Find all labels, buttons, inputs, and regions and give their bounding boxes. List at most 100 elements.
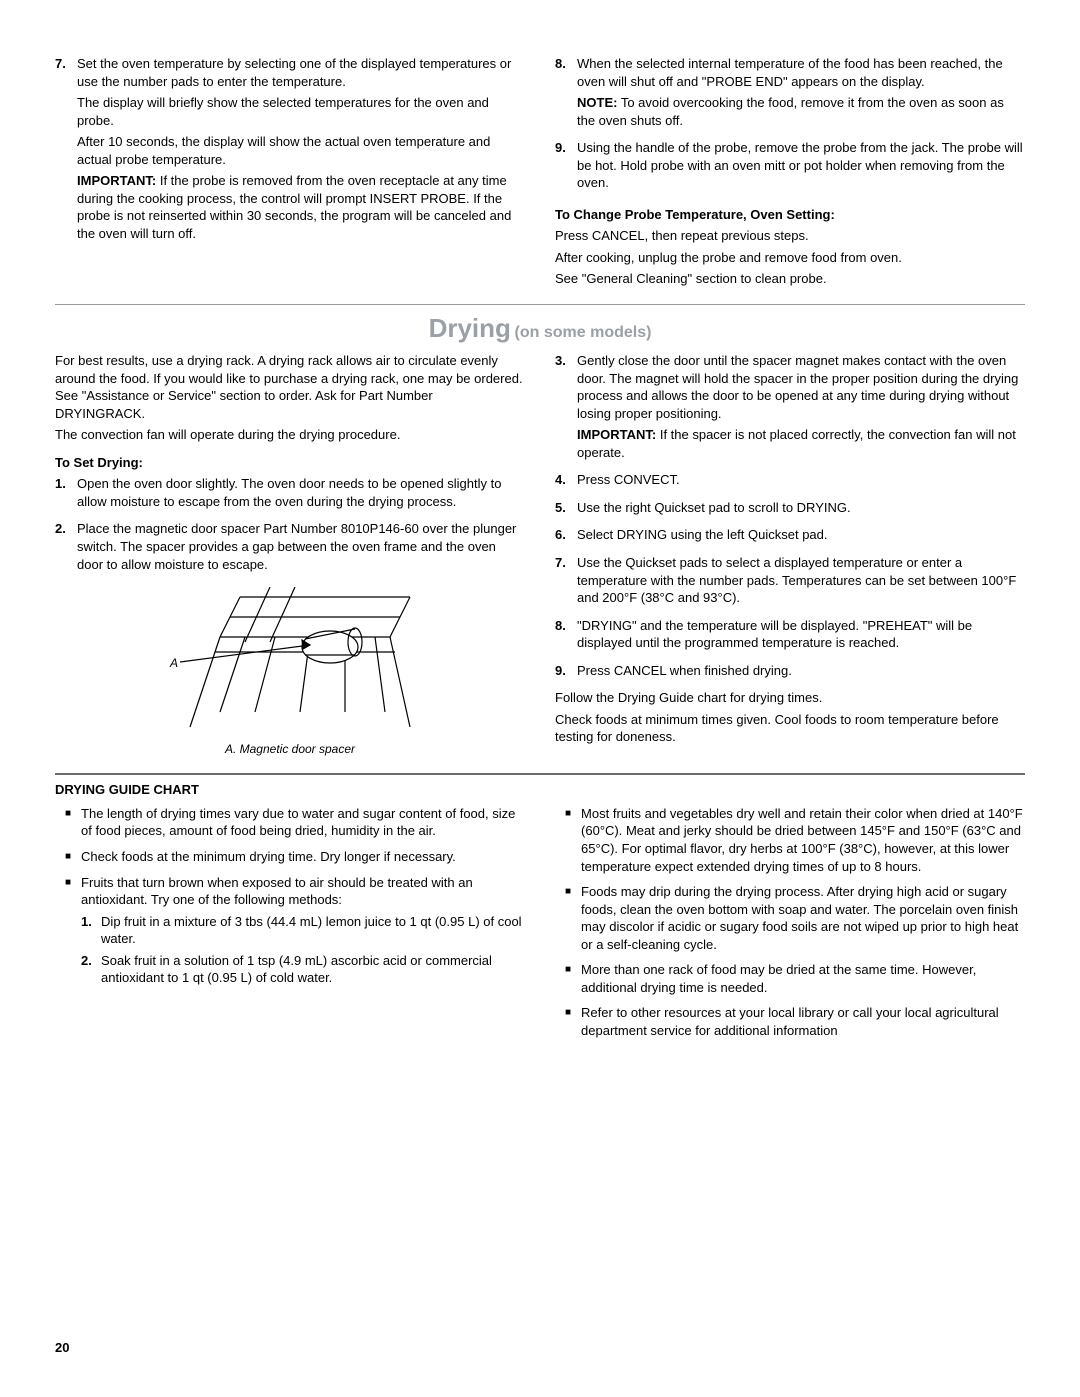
step-num: 4. [555, 471, 577, 493]
chart-title: DRYING GUIDE CHART [55, 781, 1025, 799]
drying-step-3: 3. Gently close the door until the space… [555, 352, 1025, 465]
section-divider [55, 304, 1025, 305]
step-content: Use the right Quickset pad to scroll to … [577, 499, 1025, 521]
spacer-diagram-svg: A [160, 587, 420, 737]
drying-right-steps: 3. Gently close the door until the space… [555, 352, 1025, 683]
important-label: IMPORTANT: [77, 173, 156, 188]
chart-left-list: The length of drying times vary due to w… [55, 805, 525, 991]
step-content: Gently close the door until the spacer m… [577, 352, 1025, 465]
p: Press CANCEL when finished drying. [577, 662, 1025, 680]
step-num: 9. [555, 662, 577, 684]
t: Soak fruit in a solution of 1 tsp (4.9 m… [101, 952, 525, 987]
bullet: The length of drying times vary due to w… [55, 805, 525, 840]
top-section: 7. Set the oven temperature by selecting… [55, 55, 1025, 292]
top-right-col: 8. When the selected internal temperatur… [555, 55, 1025, 292]
chart-right-col: Most fruits and vegetables dry well and … [555, 805, 1025, 1048]
fig-label-a: A [169, 656, 178, 670]
p: Use the Quickset pads to select a displa… [577, 554, 1025, 607]
bullet-text: More than one rack of food may be dried … [581, 961, 1025, 996]
top-left-col: 7. Set the oven temperature by selecting… [55, 55, 525, 292]
step-num: 9. [555, 139, 577, 196]
drying-step-2: 2. Place the magnetic door spacer Part N… [55, 520, 525, 577]
n: 2. [81, 952, 101, 987]
step-num: 5. [555, 499, 577, 521]
step-content: Use the Quickset pads to select a displa… [577, 554, 1025, 611]
p: "DRYING" and the temperature will be dis… [577, 617, 1025, 652]
spacer-figure: A A. Magnetic door spacer [55, 587, 525, 757]
top-right-list: 8. When the selected internal temperatur… [555, 55, 1025, 196]
p: After 10 seconds, the display will show … [77, 133, 525, 168]
bullet: Check foods at the minimum drying time. … [55, 848, 525, 866]
chart-left-col: The length of drying times vary due to w… [55, 805, 525, 1048]
step-content: Place the magnetic door spacer Part Numb… [77, 520, 525, 577]
p: Follow the Drying Guide chart for drying… [555, 689, 1025, 707]
important-label: IMPORTANT: [577, 427, 656, 442]
drying-guide-chart-head: DRYING GUIDE CHART [55, 773, 1025, 799]
step-num: 6. [555, 526, 577, 548]
chart-section: The length of drying times vary due to w… [55, 805, 1025, 1048]
drying-step-1: 1. Open the oven door slightly. The oven… [55, 475, 525, 514]
step-content: Open the oven door slightly. The oven do… [77, 475, 525, 514]
drying-right-col: 3. Gently close the door until the space… [555, 352, 1025, 763]
step-content: Press CONVECT. [577, 471, 1025, 493]
step-content: "DRYING" and the temperature will be dis… [577, 617, 1025, 656]
drying-step-9: 9.Press CANCEL when finished drying. [555, 662, 1025, 684]
drying-step-4: 4.Press CONVECT. [555, 471, 1025, 493]
title-small: (on some models) [515, 324, 652, 341]
step-num: 8. [555, 617, 577, 656]
step-content: Select DRYING using the left Quickset pa… [577, 526, 1025, 548]
p: When the selected internal temperature o… [577, 55, 1025, 90]
p: The display will briefly show the select… [77, 94, 525, 129]
bullet-text: The length of drying times vary due to w… [81, 805, 525, 840]
sub-methods: 1.Dip fruit in a mixture of 3 tbs (44.4 … [81, 913, 525, 987]
bullet-text: Most fruits and vegetables dry well and … [581, 805, 1025, 875]
change-probe-subhead: To Change Probe Temperature, Oven Settin… [555, 206, 1025, 224]
method-1: 1.Dip fruit in a mixture of 3 tbs (44.4 … [81, 913, 525, 948]
drying-step-7: 7.Use the Quickset pads to select a disp… [555, 554, 1025, 611]
t: Dip fruit in a mixture of 3 tbs (44.4 mL… [101, 913, 525, 948]
bullet: Refer to other resources at your local l… [555, 1004, 1025, 1039]
p: Place the magnetic door spacer Part Numb… [77, 520, 525, 573]
p: Set the oven temperature by selecting on… [77, 55, 525, 90]
p: For best results, use a drying rack. A d… [55, 352, 525, 422]
bullet-text: Fruits that turn brown when exposed to a… [81, 875, 473, 908]
drying-left-steps: 1. Open the oven door slightly. The oven… [55, 475, 525, 577]
step-7: 7. Set the oven temperature by selecting… [55, 55, 525, 246]
bullet-text: Check foods at the minimum drying time. … [81, 848, 525, 866]
bullet-content: Fruits that turn brown when exposed to a… [81, 874, 525, 991]
p: Using the handle of the probe, remove th… [577, 139, 1025, 192]
important-note: IMPORTANT: If the spacer is not placed c… [577, 426, 1025, 461]
title-big: Drying [429, 313, 511, 343]
bullet: More than one rack of food may be dried … [555, 961, 1025, 996]
drying-title: Drying (on some models) [55, 311, 1025, 346]
drying-left-col: For best results, use a drying rack. A d… [55, 352, 525, 763]
chart-right-list: Most fruits and vegetables dry well and … [555, 805, 1025, 1040]
figure-caption: A. Magnetic door spacer [55, 741, 525, 757]
step-9: 9. Using the handle of the probe, remove… [555, 139, 1025, 196]
step-num: 7. [55, 55, 77, 246]
p: Check foods at minimum times given. Cool… [555, 711, 1025, 746]
step-content: Set the oven temperature by selecting on… [77, 55, 525, 246]
bullet-text: Refer to other resources at your local l… [581, 1004, 1025, 1039]
to-set-drying-subhead: To Set Drying: [55, 454, 525, 472]
step-num: 8. [555, 55, 577, 133]
p: See "General Cleaning" section to clean … [555, 270, 1025, 288]
bullet: Fruits that turn brown when exposed to a… [55, 874, 525, 991]
step-content: Press CANCEL when finished drying. [577, 662, 1025, 684]
step-num: 3. [555, 352, 577, 465]
note-label: NOTE: [577, 95, 617, 110]
step-content: When the selected internal temperature o… [577, 55, 1025, 133]
p: Gently close the door until the spacer m… [577, 352, 1025, 422]
method-2: 2.Soak fruit in a solution of 1 tsp (4.9… [81, 952, 525, 987]
important-note: IMPORTANT: If the probe is removed from … [77, 172, 525, 242]
p: Press CONVECT. [577, 471, 1025, 489]
bullet: Most fruits and vegetables dry well and … [555, 805, 1025, 875]
note-text: To avoid overcooking the food, remove it… [577, 95, 1004, 128]
step-num: 2. [55, 520, 77, 577]
drying-step-8: 8."DRYING" and the temperature will be d… [555, 617, 1025, 656]
p: Open the oven door slightly. The oven do… [77, 475, 525, 510]
page-number: 20 [55, 1339, 69, 1357]
drying-step-5: 5.Use the right Quickset pad to scroll t… [555, 499, 1025, 521]
step-num: 1. [55, 475, 77, 514]
step-8: 8. When the selected internal temperatur… [555, 55, 1025, 133]
